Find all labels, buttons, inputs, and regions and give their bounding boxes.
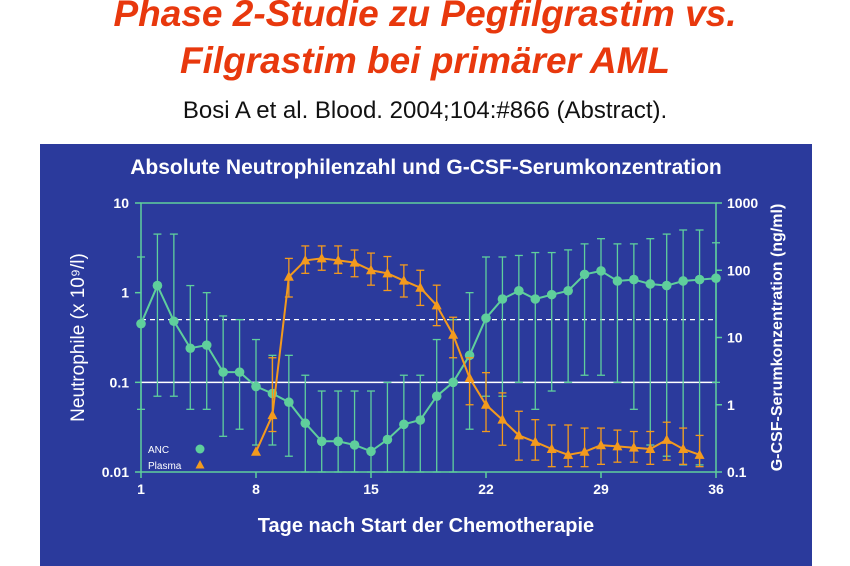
anc-data-point	[448, 377, 458, 388]
plasma-data-point	[678, 443, 689, 453]
plasma-data-point	[251, 446, 261, 456]
legend-label-anc: ANC	[148, 445, 169, 456]
plasma-data-point	[283, 271, 294, 281]
plasma-data-point	[464, 372, 475, 382]
y-left-tick-label: 0.01	[102, 464, 129, 480]
y-left-axis-label: Neutrophile (x 10⁹/l)	[68, 253, 89, 422]
plasma-data-point	[530, 436, 541, 446]
anc-data-point	[711, 273, 721, 283]
plasma-data-point	[497, 414, 508, 424]
y-right-axis-label: G-CSF-Serumkonzentration (ng/ml)	[769, 204, 786, 472]
plasma-data-point	[382, 267, 393, 278]
chart-panel: Absolute Neutrophilenzahl und G-CSF-Seru…	[40, 144, 812, 566]
plasma-data-point	[366, 264, 376, 275]
plasma-data-point	[546, 443, 557, 453]
y-left-tick-label: 0.1	[110, 374, 130, 390]
anc-data-point	[169, 316, 179, 327]
plasma-data-point	[579, 446, 590, 456]
anc-data-point	[497, 294, 508, 304]
anc-data-point	[251, 381, 261, 392]
plasma-data-point	[267, 409, 278, 420]
anc-data-point	[481, 313, 491, 323]
legend-label-plasma: Plasma	[148, 461, 182, 472]
plasma-data-point	[398, 275, 409, 285]
plasma-data-point	[645, 443, 656, 453]
anc-data-point	[300, 418, 311, 429]
plasma-data-point	[431, 299, 442, 310]
x-tick-label: 22	[478, 481, 494, 497]
plasma-data-point	[415, 282, 426, 292]
x-tick-label: 1	[137, 481, 145, 497]
anc-data-point	[399, 419, 409, 430]
plasma-data-point	[612, 440, 623, 451]
plasma-data-point	[661, 434, 672, 444]
anc-data-point	[284, 397, 294, 408]
plasma-data-point	[300, 254, 311, 265]
plasma-series-line	[255, 257, 700, 456]
plasma-data-point	[563, 449, 574, 459]
plasma-data-point	[694, 449, 705, 459]
x-axis-label: Tage nach Start der Chemotherapie	[258, 515, 594, 537]
y-left-tick-label: 10	[113, 195, 129, 211]
citation: Bosi A et al. Blood. 2004;104:#866 (Abst…	[182, 97, 668, 124]
plasma-data-point	[333, 254, 344, 265]
plasma-data-point	[448, 329, 459, 339]
anc-data-point	[201, 340, 212, 350]
legend-marker-plasma	[195, 460, 205, 469]
anc-data-point	[316, 436, 327, 447]
anc-data-point	[382, 434, 393, 445]
plasma-data-point	[596, 439, 606, 450]
anc-data-point	[694, 274, 705, 285]
anc-data-point	[185, 343, 196, 354]
y-right-tick-label: 1	[727, 397, 735, 413]
anc-data-point	[530, 294, 541, 304]
anc-data-point	[218, 367, 228, 377]
anc-data-point	[645, 279, 656, 289]
plasma-data-point	[316, 252, 327, 263]
anc-data-point	[366, 446, 376, 457]
anc-data-point	[629, 274, 639, 285]
anc-data-point	[431, 391, 442, 402]
anc-data-point	[563, 285, 573, 296]
anc-data-point	[596, 266, 606, 276]
plot-frame	[140, 202, 717, 473]
x-tick-label: 15	[363, 481, 379, 497]
plasma-data-point	[628, 442, 639, 452]
chart: Absolute Neutrophilenzahl und G-CSF-Seru…	[68, 156, 786, 537]
slide-title-line2: Filgrastim bei primärer AML	[179, 40, 670, 81]
plasma-data-point	[513, 429, 524, 440]
anc-data-point	[514, 285, 524, 296]
anc-data-point	[349, 440, 360, 450]
y-right-tick-label: 100	[727, 262, 751, 278]
chart-title: Absolute Neutrophilenzahl und G-CSF-Seru…	[130, 156, 722, 179]
anc-data-point	[333, 436, 343, 447]
anc-data-point	[612, 276, 623, 286]
anc-data-point	[579, 269, 590, 280]
anc-data-point	[415, 415, 426, 425]
y-right-tick-label: 10	[727, 330, 743, 346]
slide-title-line1: Phase 2-Studie zu Pegfilgrastim vs.	[113, 0, 737, 34]
anc-data-point	[678, 276, 688, 286]
plasma-data-point	[349, 257, 360, 267]
y-right-tick-label: 1000	[727, 195, 758, 211]
y-left-tick-label: 1	[121, 285, 129, 301]
x-tick-label: 29	[593, 481, 609, 497]
x-tick-label: 36	[708, 481, 724, 497]
anc-data-point	[152, 280, 163, 291]
anc-data-point	[661, 280, 672, 291]
anc-data-point	[136, 318, 146, 329]
y-right-tick-label: 0.1	[727, 464, 747, 480]
anc-data-point	[234, 367, 245, 377]
x-tick-label: 8	[252, 481, 260, 497]
plasma-data-point	[481, 399, 491, 409]
legend-marker-anc	[195, 444, 205, 454]
anc-data-point	[546, 289, 557, 300]
